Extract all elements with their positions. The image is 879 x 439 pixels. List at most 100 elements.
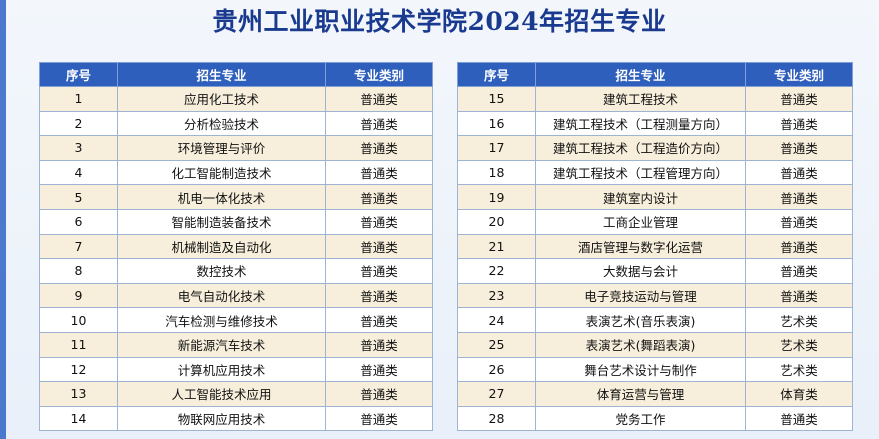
table-header: 序号 招生专业 专业类别 [39, 62, 433, 87]
table-row: 5 机电一体化技术 普通类 [39, 184, 433, 210]
row-category: 普通类 [325, 381, 433, 407]
row-index: 13 [39, 381, 118, 407]
row-major: 建筑工程技术（工程测量方向） [535, 110, 746, 137]
row-index: 4 [39, 159, 118, 186]
row-major: 应用化工技术 [117, 86, 326, 112]
table-row: 16 建筑工程技术（工程测量方向） 普通类 [457, 110, 853, 137]
row-category: 普通类 [325, 110, 433, 137]
row-index: 9 [39, 282, 118, 309]
row-major: 建筑室内设计 [535, 184, 746, 210]
row-category: 普通类 [325, 331, 433, 358]
row-major: 物联网应用技术 [117, 405, 326, 432]
row-category: 普通类 [325, 208, 433, 235]
row-major: 建筑工程技术（工程造价方向） [535, 135, 746, 161]
row-category: 普通类 [325, 405, 433, 432]
header-row: 序号 招生专业 专业类别 [457, 62, 853, 87]
row-category: 普通类 [745, 86, 853, 112]
row-category: 普通类 [745, 208, 853, 235]
table-row: 13 人工智能技术应用 普通类 [39, 381, 433, 407]
table-row: 4 化工智能制造技术 普通类 [39, 159, 433, 186]
table-row: 6 智能制造装备技术 普通类 [39, 208, 433, 235]
row-major: 电子竞技运动与管理 [535, 282, 746, 309]
row-index: 10 [39, 307, 118, 333]
row-index: 17 [457, 135, 536, 161]
row-index: 20 [457, 208, 536, 235]
row-major: 机械制造及自动化 [117, 233, 326, 260]
left-edge-stripe [0, 0, 6, 439]
table-row: 24 表演艺术(音乐表演) 艺术类 [457, 307, 853, 333]
row-major: 智能制造装备技术 [117, 208, 326, 235]
row-index: 25 [457, 331, 536, 358]
row-major: 舞台艺术设计与制作 [535, 356, 746, 383]
row-category: 艺术类 [745, 331, 853, 358]
row-major: 机电一体化技术 [117, 184, 326, 210]
row-major: 表演艺术(音乐表演) [535, 307, 746, 333]
row-index: 21 [457, 233, 536, 260]
row-index: 11 [39, 331, 118, 358]
row-major: 大数据与会计 [535, 258, 746, 284]
row-major: 党务工作 [535, 405, 746, 432]
row-category: 普通类 [745, 110, 853, 137]
table-row: 12 计算机应用技术 普通类 [39, 356, 433, 383]
table-row: 3 环境管理与评价 普通类 [39, 135, 433, 161]
row-major: 建筑工程技术（工程管理方向） [535, 159, 746, 186]
header-category: 专业类别 [745, 62, 853, 87]
table-row: 23 电子竞技运动与管理 普通类 [457, 282, 853, 309]
row-category: 普通类 [325, 282, 433, 309]
row-index: 27 [457, 381, 536, 407]
row-index: 22 [457, 258, 536, 284]
row-index: 15 [457, 86, 536, 112]
header-index: 序号 [457, 62, 536, 87]
row-category: 普通类 [325, 356, 433, 383]
table-row: 20 工商企业管理 普通类 [457, 208, 853, 235]
table-row: 1 应用化工技术 普通类 [39, 86, 433, 112]
row-major: 人工智能技术应用 [117, 381, 326, 407]
header-category: 专业类别 [325, 62, 433, 87]
row-index: 14 [39, 405, 118, 432]
row-index: 23 [457, 282, 536, 309]
row-major: 新能源汽车技术 [117, 331, 326, 358]
page-title: 贵州工业职业技术学院2024年招生专业 [212, 7, 667, 36]
row-major: 建筑工程技术 [535, 86, 746, 112]
row-index: 19 [457, 184, 536, 210]
row-major: 分析检验技术 [117, 110, 326, 137]
row-category: 普通类 [325, 86, 433, 112]
row-major: 汽车检测与维修技术 [117, 307, 326, 333]
majors-table-right: 序号 招生专业 专业类别 15 建筑工程技术 普通类 16 建筑工程技术（工程测量方向）… [457, 62, 853, 432]
row-major: 化工智能制造技术 [117, 159, 326, 186]
table-body: 15 建筑工程技术 普通类 16 建筑工程技术（工程测量方向） 普通类 17 建筑工程技术（工… [457, 86, 853, 432]
row-category: 普通类 [325, 307, 433, 333]
table-row: 11 新能源汽车技术 普通类 [39, 331, 433, 358]
table-row: 9 电气自动化技术 普通类 [39, 282, 433, 309]
table-row: 27 体育运营与管理 体育类 [457, 381, 853, 407]
row-major: 环境管理与评价 [117, 135, 326, 161]
row-category: 艺术类 [745, 356, 853, 383]
row-category: 普通类 [745, 135, 853, 161]
header-index: 序号 [39, 62, 118, 87]
row-major: 体育运营与管理 [535, 381, 746, 407]
row-major: 表演艺术(舞蹈表演) [535, 331, 746, 358]
table-row: 18 建筑工程技术（工程管理方向） 普通类 [457, 159, 853, 186]
row-major: 工商企业管理 [535, 208, 746, 235]
row-index: 12 [39, 356, 118, 383]
header-row: 序号 招生专业 专业类别 [39, 62, 433, 87]
table-row: 7 机械制造及自动化 普通类 [39, 233, 433, 260]
row-index: 3 [39, 135, 118, 161]
table-row: 26 舞台艺术设计与制作 艺术类 [457, 356, 853, 383]
table-row: 25 表演艺术(舞蹈表演) 艺术类 [457, 331, 853, 358]
row-category: 体育类 [745, 381, 853, 407]
row-major: 数控技术 [117, 258, 326, 284]
row-category: 艺术类 [745, 307, 853, 333]
row-index: 5 [39, 184, 118, 210]
row-category: 普通类 [745, 233, 853, 260]
row-index: 7 [39, 233, 118, 260]
row-category: 普通类 [325, 159, 433, 186]
row-category: 普通类 [325, 233, 433, 260]
row-index: 2 [39, 110, 118, 137]
table-body: 1 应用化工技术 普通类 2 分析检验技术 普通类 3 环境管理与评价 普通类 4 化工智能制造技术… [39, 86, 433, 432]
table-row: 17 建筑工程技术（工程造价方向） 普通类 [457, 135, 853, 161]
row-major: 电气自动化技术 [117, 282, 326, 309]
row-category: 普通类 [325, 258, 433, 284]
row-index: 26 [457, 356, 536, 383]
row-category: 普通类 [745, 258, 853, 284]
